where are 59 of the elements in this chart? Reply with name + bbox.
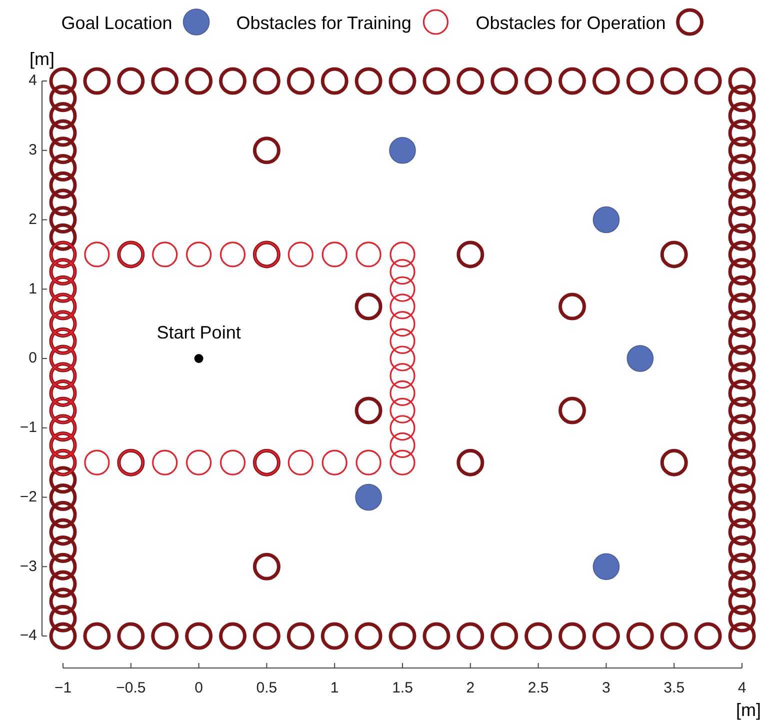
point bbox=[390, 363, 416, 389]
y-tick-label: −2 bbox=[20, 488, 37, 506]
x-tick-label: 1 bbox=[330, 680, 339, 697]
point bbox=[390, 242, 416, 268]
point bbox=[390, 450, 416, 476]
legend-label: Goal Location bbox=[61, 12, 172, 33]
point bbox=[390, 328, 416, 354]
y-axis-title: [m] bbox=[30, 48, 54, 69]
point bbox=[390, 258, 416, 285]
x-tick-label: −0.5 bbox=[116, 680, 146, 697]
point bbox=[389, 136, 416, 164]
point bbox=[84, 450, 110, 476]
x-tick-label: 3.5 bbox=[664, 680, 685, 697]
point bbox=[356, 242, 382, 268]
point bbox=[390, 311, 416, 337]
point bbox=[390, 346, 416, 372]
point bbox=[626, 345, 654, 372]
x-tick-label: 2 bbox=[466, 680, 475, 697]
point bbox=[194, 354, 204, 363]
point bbox=[390, 415, 416, 441]
point bbox=[152, 242, 178, 268]
y-tick-label: 3 bbox=[28, 142, 37, 159]
point bbox=[390, 380, 416, 406]
x-tick-label: 0.5 bbox=[256, 680, 278, 697]
y-tick-label: 2 bbox=[28, 210, 37, 228]
legend-label: Obstacles for Operation bbox=[476, 12, 666, 33]
x-tick-label: 4 bbox=[738, 680, 746, 697]
point bbox=[84, 242, 110, 268]
point bbox=[322, 242, 348, 268]
x-tick-label: 2.5 bbox=[528, 680, 549, 697]
y-tick-label: 4 bbox=[28, 72, 37, 90]
legend-label: Obstacles for Training bbox=[236, 12, 412, 33]
point bbox=[390, 398, 416, 424]
x-tick-label: 0 bbox=[194, 680, 203, 697]
point bbox=[288, 450, 314, 476]
y-tick-label: 0 bbox=[28, 350, 37, 367]
x-tick-label: −1 bbox=[54, 680, 72, 697]
x-axis-title: [m] bbox=[736, 700, 761, 720]
point bbox=[356, 450, 382, 476]
point bbox=[592, 553, 620, 580]
point bbox=[390, 276, 416, 302]
y-tick-label: 1 bbox=[28, 280, 37, 298]
point bbox=[152, 450, 178, 476]
point bbox=[355, 484, 382, 511]
y-tick-label: −4 bbox=[20, 627, 37, 644]
annotation: Start Point bbox=[156, 322, 241, 342]
point bbox=[592, 206, 620, 234]
point bbox=[186, 450, 212, 476]
point bbox=[390, 294, 416, 320]
x-tick-label: 1.5 bbox=[392, 680, 413, 697]
y-tick-label: −3 bbox=[20, 558, 37, 575]
point bbox=[288, 242, 314, 268]
y-tick-label: −1 bbox=[20, 419, 37, 436]
point bbox=[186, 242, 212, 268]
point bbox=[322, 450, 348, 476]
x-tick-label: 3 bbox=[602, 680, 610, 697]
point bbox=[220, 450, 246, 476]
point bbox=[390, 432, 416, 458]
point bbox=[220, 242, 246, 268]
